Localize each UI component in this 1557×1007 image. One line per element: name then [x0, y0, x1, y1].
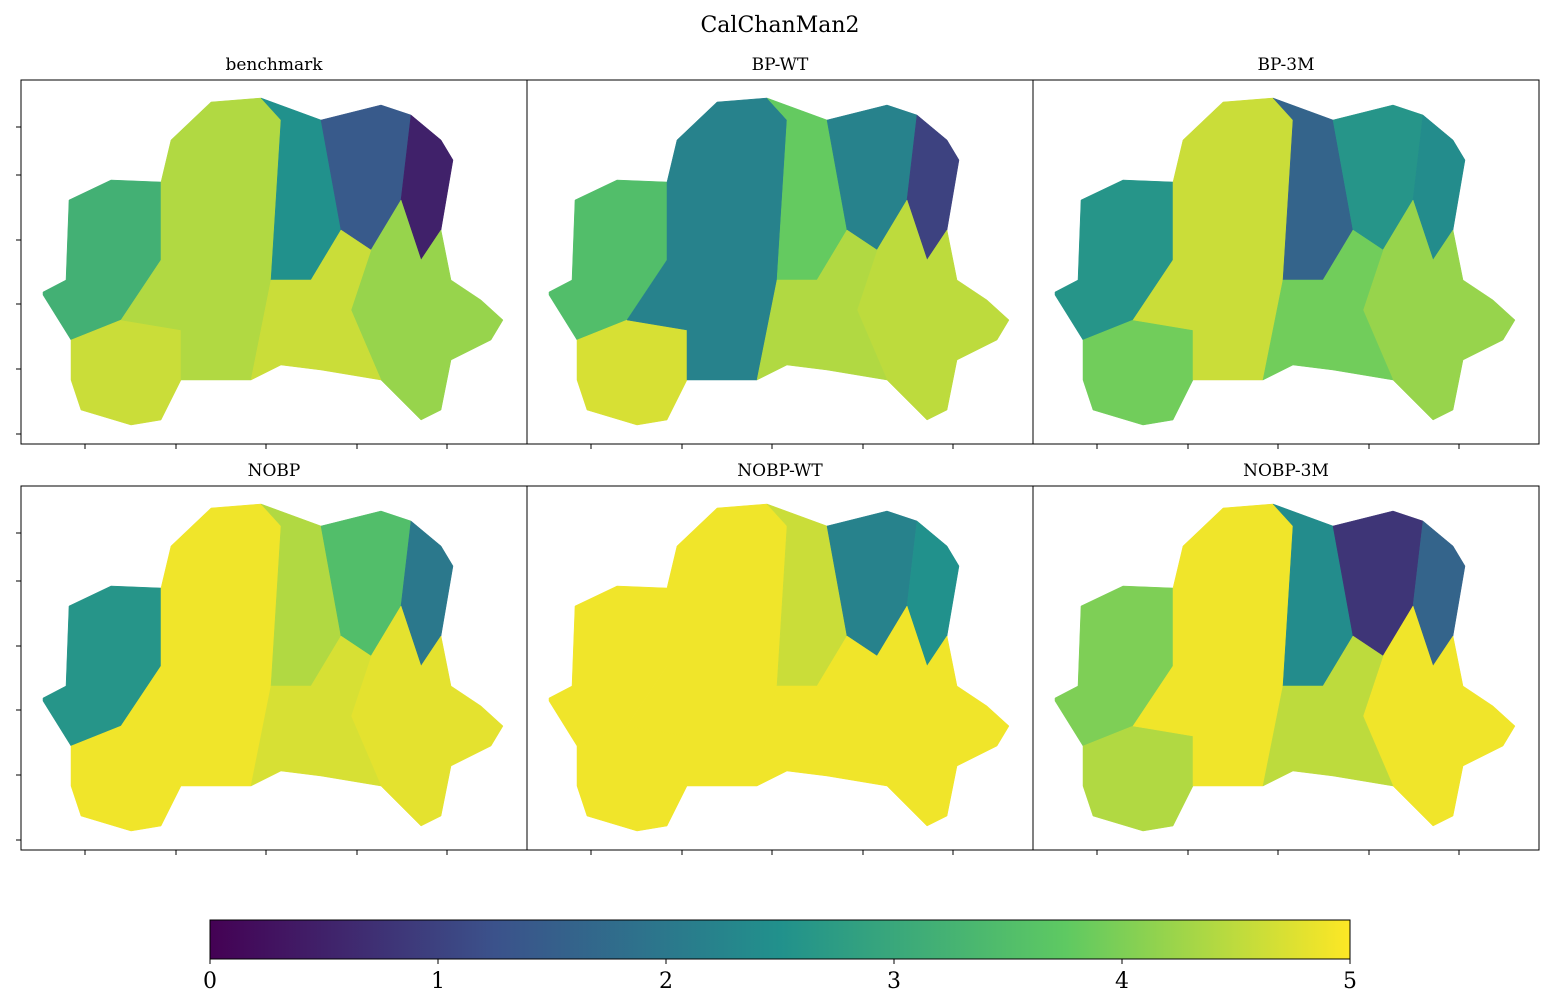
- colorbar-tick-label: 4: [1115, 969, 1129, 994]
- region: [350, 605, 504, 827]
- region: [350, 199, 504, 421]
- region: [756, 635, 888, 787]
- panel-title: BP-WT: [752, 55, 809, 75]
- region: [70, 319, 182, 426]
- region: [1262, 635, 1394, 787]
- region: [70, 725, 182, 832]
- region: [1082, 725, 1194, 832]
- region: [1362, 605, 1516, 827]
- panel-title: NOBP: [248, 461, 301, 481]
- region: [756, 229, 888, 381]
- panel-title: NOBP-WT: [737, 461, 823, 481]
- region: [576, 319, 688, 426]
- panel-title: benchmark: [225, 55, 323, 75]
- panel-title: NOBP-3M: [1243, 461, 1329, 481]
- panel-frame: [1032, 79, 1540, 445]
- colorbar-tick-label: 2: [659, 969, 673, 994]
- colorbar-tick-label: 3: [887, 969, 901, 994]
- region: [856, 199, 1010, 421]
- panel-frame: [1032, 485, 1540, 851]
- region: [250, 635, 382, 787]
- figure-title: CalChanMan2: [700, 13, 859, 38]
- region: [1362, 199, 1516, 421]
- colorbar-tick-label: 1: [431, 969, 445, 994]
- region: [250, 229, 382, 381]
- region: [576, 725, 688, 832]
- colorbar-tick-label: 0: [203, 969, 217, 994]
- panel-title: BP-3M: [1258, 55, 1315, 75]
- region: [856, 605, 1010, 827]
- colorbar: [209, 919, 1351, 960]
- region: [1082, 319, 1194, 426]
- region: [1262, 229, 1394, 381]
- colorbar-tick-label: 5: [1343, 969, 1357, 994]
